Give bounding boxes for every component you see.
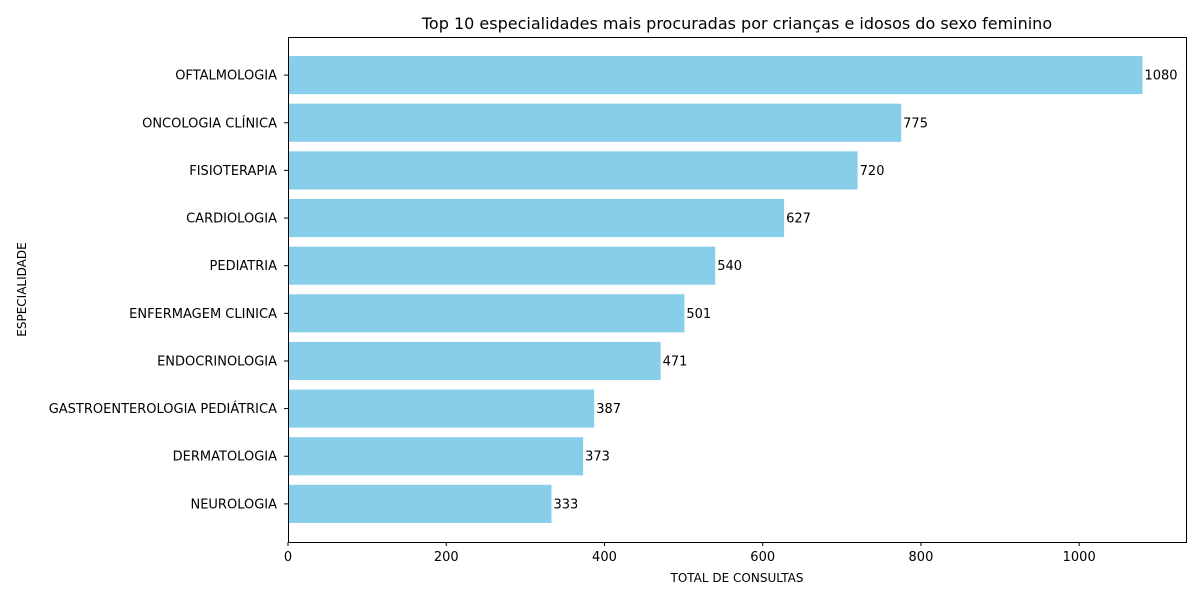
bar-value-label: 501 bbox=[686, 307, 711, 322]
bar-value-label: 627 bbox=[786, 212, 811, 227]
chart-title: Top 10 especialidades mais procuradas po… bbox=[421, 14, 1052, 33]
x-tick-label: 0 bbox=[284, 550, 292, 565]
bar-value-label: 540 bbox=[717, 259, 742, 274]
bar-value-label: 1080 bbox=[1144, 69, 1177, 84]
bar bbox=[288, 198, 785, 238]
y-axis-ticks: OFTALMOLOGIA ONCOLOGIA CLÍNICA FISIOTERAPI… bbox=[49, 69, 288, 512]
bar bbox=[288, 484, 552, 523]
x-tick-label: 600 bbox=[750, 550, 775, 565]
bar bbox=[288, 294, 685, 333]
y-axis-label: ESPECIALIDADE bbox=[15, 242, 29, 336]
x-tick-label: 800 bbox=[909, 550, 934, 565]
x-axis-ticks: 0 200 400 600 800 1000 bbox=[284, 542, 1096, 565]
bar-value-label: 720 bbox=[860, 164, 885, 179]
x-tick-label: 200 bbox=[434, 550, 459, 565]
bar bbox=[288, 103, 902, 142]
y-tick-label: CARDIOLOGIA bbox=[186, 212, 277, 227]
bar-value-label: 471 bbox=[663, 354, 688, 369]
bar bbox=[288, 389, 595, 428]
bars-layer: 1080 775 720 627 540 501 471 387 373 333 bbox=[288, 56, 1178, 523]
bar-value-label: 373 bbox=[585, 450, 610, 465]
x-axis-label: TOTAL DE CONSULTAS bbox=[670, 571, 804, 585]
bar bbox=[288, 341, 661, 381]
y-tick-label: ENFERMAGEM CLINICA bbox=[129, 307, 277, 322]
y-tick-label: OFTALMOLOGIA bbox=[175, 69, 277, 84]
bar bbox=[288, 56, 1143, 95]
bar-value-label: 333 bbox=[553, 497, 578, 512]
y-tick-label: PEDIATRIA bbox=[210, 259, 278, 274]
y-tick-label: ONCOLOGIA CLÍNICA bbox=[142, 115, 277, 131]
x-tick-label: 400 bbox=[592, 550, 617, 565]
x-tick-label: 1000 bbox=[1063, 550, 1096, 565]
y-tick-label: DERMATOLOGIA bbox=[173, 450, 277, 465]
bar bbox=[288, 437, 584, 476]
y-tick-label: ENDOCRINOLOGIA bbox=[157, 354, 277, 369]
y-tick-label: GASTROENTEROLOGIA PEDIÁTRICA bbox=[49, 401, 277, 417]
bar-value-label: 387 bbox=[596, 402, 621, 417]
bar bbox=[288, 151, 858, 190]
bar bbox=[288, 246, 716, 285]
bar-value-label: 775 bbox=[903, 116, 928, 131]
y-tick-label: FISIOTERAPIA bbox=[189, 164, 277, 179]
y-tick-label: NEUROLOGIA bbox=[190, 497, 277, 512]
plot-frame bbox=[288, 37, 1187, 543]
